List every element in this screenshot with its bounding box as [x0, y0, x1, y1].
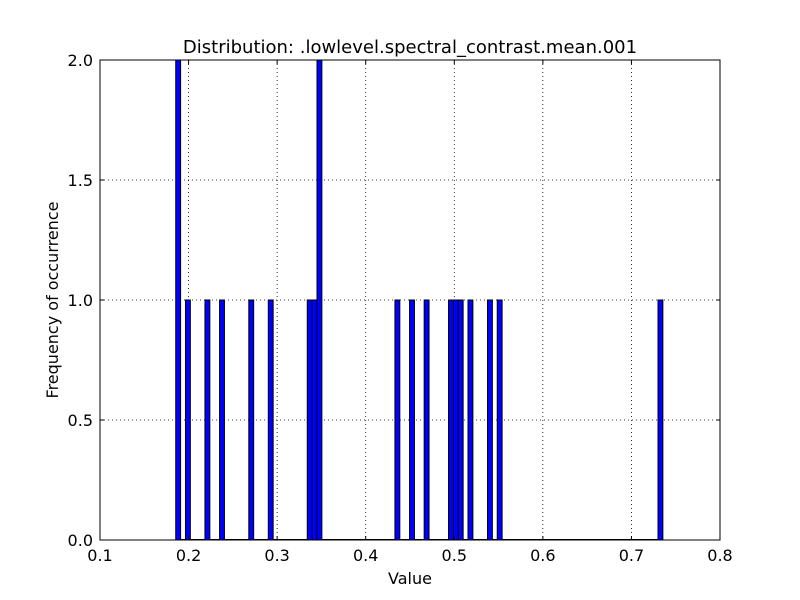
y-tick-label: 1.0 [68, 291, 93, 310]
y-tick-label: 0.0 [68, 531, 93, 550]
chart-title: Distribution: .lowlevel.spectral_contras… [183, 37, 637, 58]
histogram-bar [423, 299, 430, 541]
y-tick-label: 1.5 [68, 171, 93, 190]
y-tick-label: 2.0 [68, 51, 93, 70]
x-tick-label: 0.7 [619, 546, 644, 565]
histogram-bar [657, 299, 664, 541]
histogram-bar [219, 299, 225, 541]
x-tick-labels: 0.1 0.2 0.3 0.4 0.5 0.6 0.7 0.8 [87, 546, 732, 565]
histogram-bar [487, 299, 493, 541]
x-axis-label: Value [388, 569, 432, 588]
x-tick-label: 0.3 [264, 546, 289, 565]
histogram-bar [306, 299, 313, 541]
x-tick-label: 0.8 [707, 546, 732, 565]
histogram-bar [496, 299, 503, 541]
x-tick-label: 0.1 [87, 546, 112, 565]
histogram-bar [248, 299, 255, 541]
histogram-bar [409, 299, 415, 541]
y-axis-label: Frequency of occurrence [43, 202, 62, 399]
histogram-bar [267, 299, 274, 541]
x-tick-label: 0.5 [442, 546, 467, 565]
x-tick-label: 0.4 [353, 546, 378, 565]
histogram-bar [311, 299, 318, 541]
histogram-bar [448, 299, 454, 541]
axis-ticks [99, 59, 721, 541]
x-tick-label: 0.2 [176, 546, 201, 565]
y-tick-label: 0.5 [68, 411, 93, 430]
histogram-bar [316, 59, 323, 541]
histogram-bar [184, 299, 191, 541]
histogram-bar [175, 59, 182, 541]
histogram-bar [204, 299, 211, 541]
histogram-bar [467, 299, 474, 541]
y-tick-labels: 0.0 0.5 1.0 1.5 2.0 [68, 51, 93, 550]
x-tick-label: 0.6 [530, 546, 555, 565]
histogram-bar [457, 299, 464, 541]
histogram-bar [452, 299, 459, 541]
histogram-bar [394, 299, 401, 541]
